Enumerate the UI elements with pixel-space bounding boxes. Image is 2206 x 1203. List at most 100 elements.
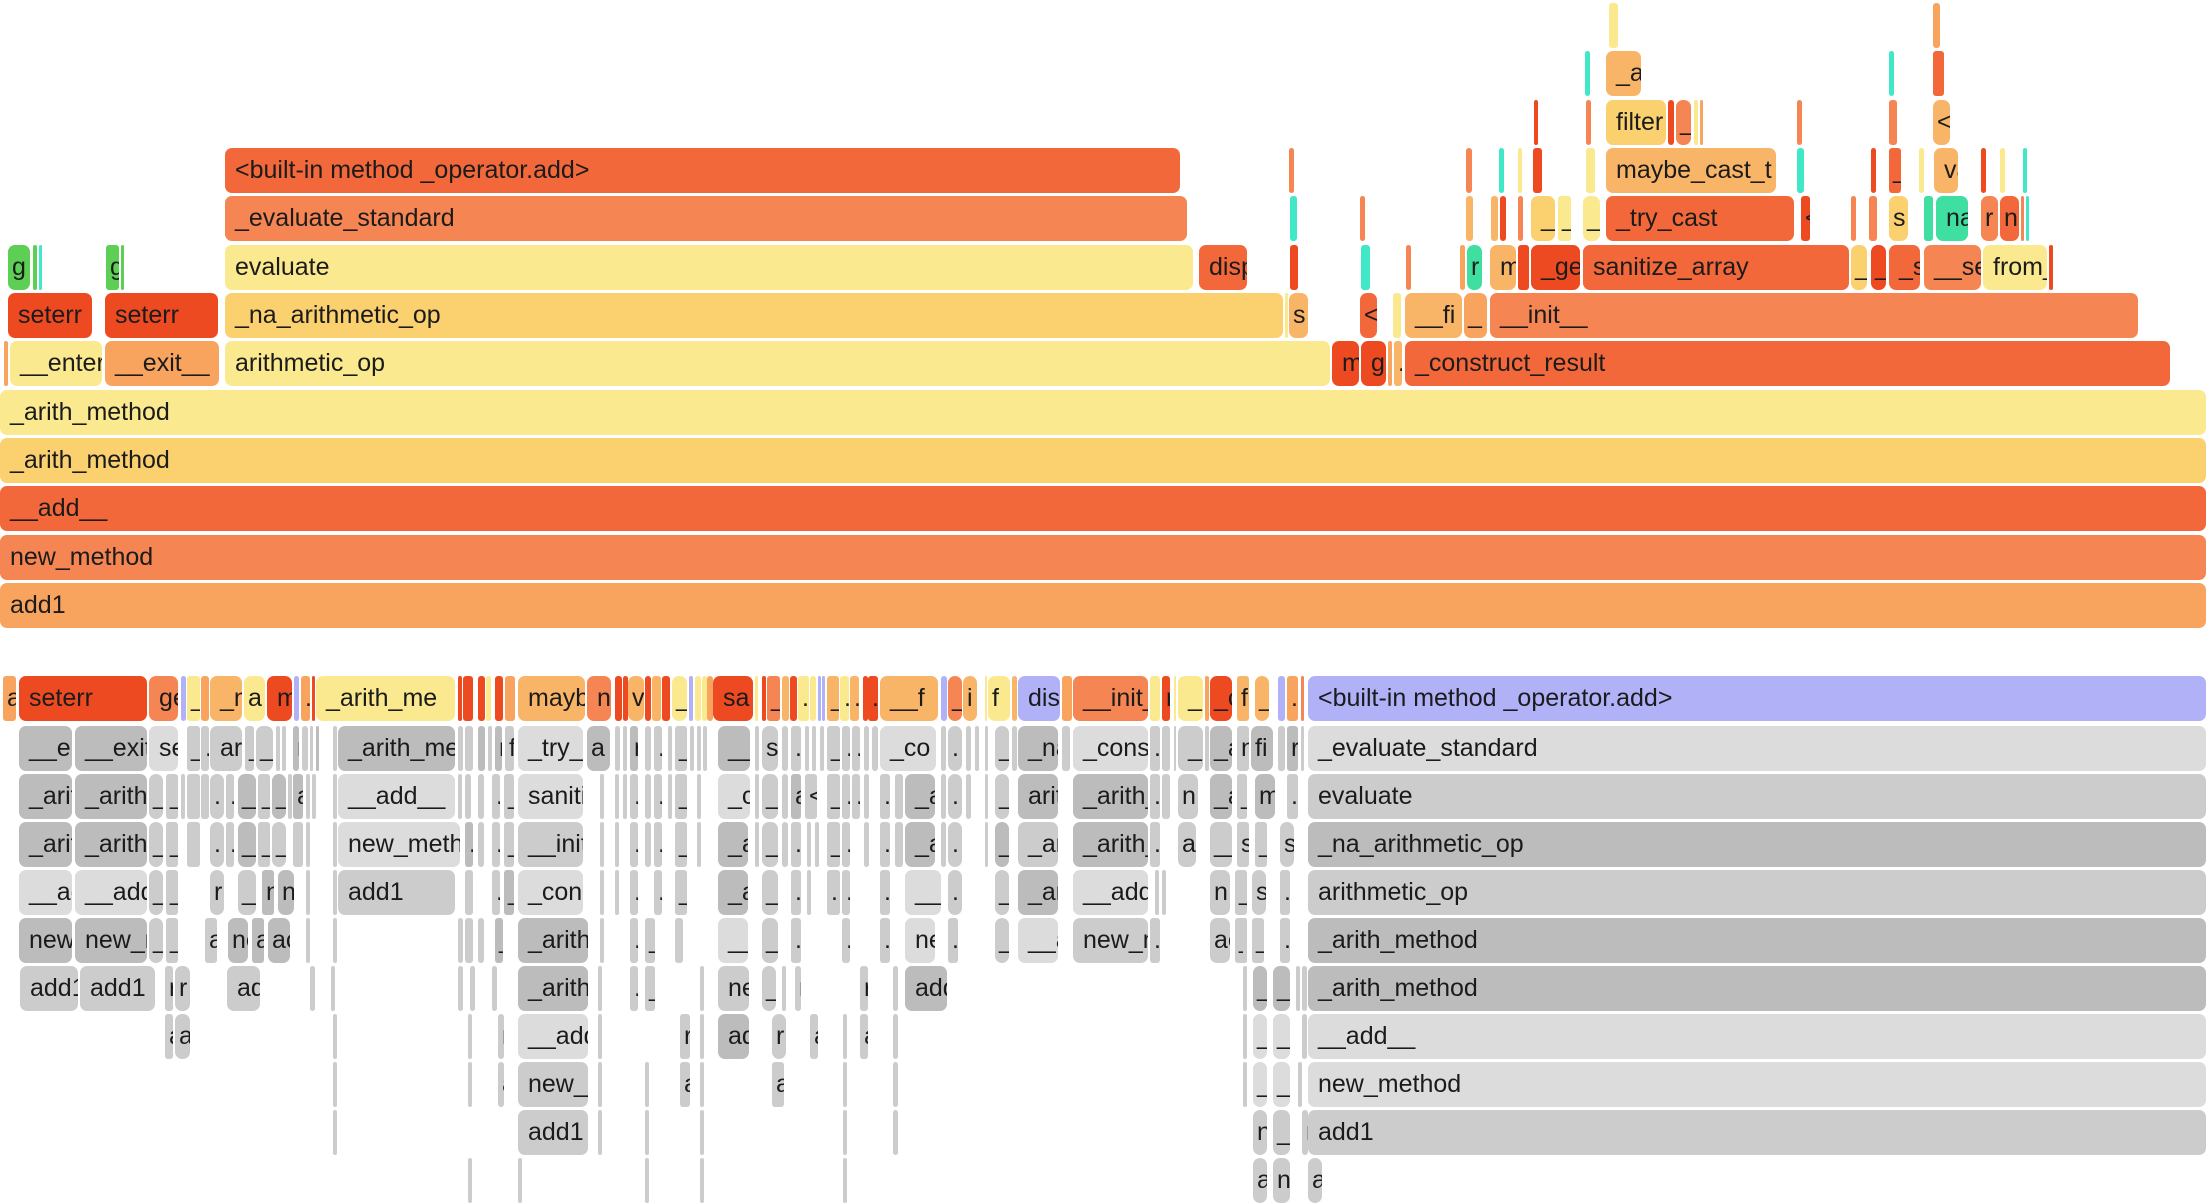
- flame-sliver[interactable]: [615, 676, 622, 721]
- flame-frame[interactable]: _: [995, 870, 1009, 915]
- flame-sliver[interactable]: [181, 774, 185, 819]
- flame-sliver[interactable]: [187, 774, 200, 819]
- flame-frame[interactable]: _: [762, 822, 778, 867]
- flame-sliver[interactable]: [755, 726, 759, 771]
- flame-frame[interactable]: n: [1253, 1110, 1267, 1155]
- flame-sliver[interactable]: [652, 676, 661, 721]
- flame-frame[interactable]: _: [187, 676, 200, 721]
- flame-frame[interactable]: _: [645, 966, 655, 1011]
- flame-sliver[interactable]: [1533, 148, 1542, 193]
- flame-frame[interactable]: .: [1394, 341, 1402, 386]
- flame-frame[interactable]: __init_: [1073, 676, 1148, 721]
- flame-sliver[interactable]: [1869, 196, 1877, 241]
- flame-frame[interactable]: _a: [1210, 726, 1232, 771]
- flame-frame[interactable]: _arith_method: [0, 438, 2206, 483]
- flame-frame[interactable]: _ar: [905, 822, 935, 867]
- flame-sliver[interactable]: [864, 822, 869, 867]
- flame-frame[interactable]: .: [1150, 774, 1160, 819]
- flame-sliver[interactable]: [623, 676, 628, 721]
- flame-frame[interactable]: g: [8, 245, 30, 290]
- flame-frame[interactable]: _a: [718, 822, 748, 867]
- flame-frame[interactable]: .: [210, 774, 224, 819]
- flame-frame[interactable]: _: [1273, 1110, 1290, 1155]
- flame-frame[interactable]: new_m: [1073, 918, 1148, 963]
- flame-frame[interactable]: _: [1871, 245, 1886, 290]
- flame-frame[interactable]: __add: [75, 870, 147, 915]
- flame-sliver[interactable]: [1609, 3, 1618, 48]
- flame-frame[interactable]: .: [842, 822, 850, 867]
- flame-frame[interactable]: _: [1583, 196, 1600, 241]
- flame-sliver[interactable]: [465, 870, 473, 915]
- flame-frame[interactable]: _: [1252, 918, 1264, 963]
- flame-sliver[interactable]: [495, 676, 503, 721]
- flame-frame[interactable]: a: [860, 1014, 868, 1059]
- flame-frame[interactable]: _: [149, 918, 163, 963]
- flame-frame[interactable]: r: [495, 726, 502, 771]
- flame-frame[interactable]: __: [238, 870, 256, 915]
- flame-sliver[interactable]: [645, 1158, 649, 1203]
- flame-sliver[interactable]: [2000, 148, 2005, 193]
- flame-sliver[interactable]: [1290, 245, 1298, 290]
- flame-sliver[interactable]: [518, 1158, 522, 1203]
- flame-frame[interactable]: n: [262, 870, 274, 915]
- flame-sliver[interactable]: [893, 1014, 898, 1059]
- flame-frame[interactable]: seterr: [8, 293, 92, 338]
- flame-sliver[interactable]: [702, 676, 707, 721]
- flame-frame[interactable]: .: [630, 822, 638, 867]
- flame-frame[interactable]: a: [252, 918, 264, 963]
- flame-frame[interactable]: _arith_: [1073, 822, 1148, 867]
- flame-sliver[interactable]: [1518, 148, 1522, 193]
- flame-frame[interactable]: .: [210, 822, 224, 867]
- flame-sliver[interactable]: [187, 822, 200, 867]
- flame-frame[interactable]: __ad: [19, 870, 72, 915]
- flame-frame[interactable]: __add: [518, 1014, 588, 1059]
- flame-frame[interactable]: _ar: [1018, 870, 1058, 915]
- flame-sliver[interactable]: [1933, 51, 1944, 96]
- flame-frame[interactable]: s: [1280, 822, 1294, 867]
- flame-frame[interactable]: .: [842, 774, 850, 819]
- flame-sliver[interactable]: [310, 966, 315, 1011]
- flame-sliver[interactable]: [1278, 676, 1285, 721]
- flame-frame[interactable]: s: [1237, 822, 1249, 867]
- flame-frame[interactable]: <: [1933, 100, 1950, 145]
- flame-frame[interactable]: __add__: [1308, 1014, 2206, 1059]
- flame-frame[interactable]: a: [1253, 1158, 1267, 1203]
- flame-sliver[interactable]: [1290, 196, 1297, 241]
- flame-sliver[interactable]: [782, 676, 789, 721]
- flame-frame[interactable]: .: [948, 774, 962, 819]
- flame-frame[interactable]: n: [1273, 1158, 1290, 1203]
- flame-sliver[interactable]: [492, 966, 497, 1011]
- flame-sliver[interactable]: [598, 966, 602, 1011]
- flame-frame[interactable]: r: [293, 726, 299, 771]
- flame-frame[interactable]: __: [718, 918, 748, 963]
- flame-sliver[interactable]: [2023, 148, 2027, 193]
- flame-frame[interactable]: .: [1302, 966, 1307, 1011]
- flame-frame[interactable]: __se: [1924, 245, 1981, 290]
- flame-frame[interactable]: se: [149, 726, 178, 771]
- flame-sliver[interactable]: [615, 822, 619, 867]
- flame-sliver[interactable]: [1668, 100, 1674, 145]
- flame-frame[interactable]: add1: [0, 583, 2206, 628]
- flame-frame[interactable]: from_: [1983, 245, 2047, 290]
- flame-frame[interactable]: sanitize_array: [1583, 245, 1849, 290]
- flame-sliver[interactable]: [333, 726, 337, 771]
- flame-sliver[interactable]: [805, 726, 809, 771]
- flame-sliver[interactable]: [1851, 196, 1856, 241]
- flame-sliver[interactable]: [1162, 774, 1170, 819]
- flame-frame[interactable]: .: [880, 918, 890, 963]
- flame-frame[interactable]: _: [762, 966, 776, 1011]
- flame-frame[interactable]: new_method: [1308, 1062, 2206, 1107]
- flame-frame[interactable]: a: [587, 726, 610, 771]
- flame-sliver[interactable]: [700, 1110, 704, 1155]
- flame-sliver[interactable]: [975, 726, 979, 771]
- flame-frame[interactable]: _: [675, 822, 687, 867]
- flame-sliver[interactable]: [843, 1158, 847, 1203]
- flame-frame[interactable]: sanitiz: [518, 774, 583, 819]
- flame-sliver[interactable]: [598, 1014, 602, 1059]
- flame-sliver[interactable]: [316, 726, 319, 771]
- flame-frame[interactable]: .: [791, 726, 801, 771]
- flame-frame[interactable]: __add__: [0, 486, 2206, 531]
- flame-sliver[interactable]: [1205, 676, 1209, 721]
- flame-frame[interactable]: new_method: [0, 535, 2206, 580]
- flame-frame[interactable]: .: [654, 774, 662, 819]
